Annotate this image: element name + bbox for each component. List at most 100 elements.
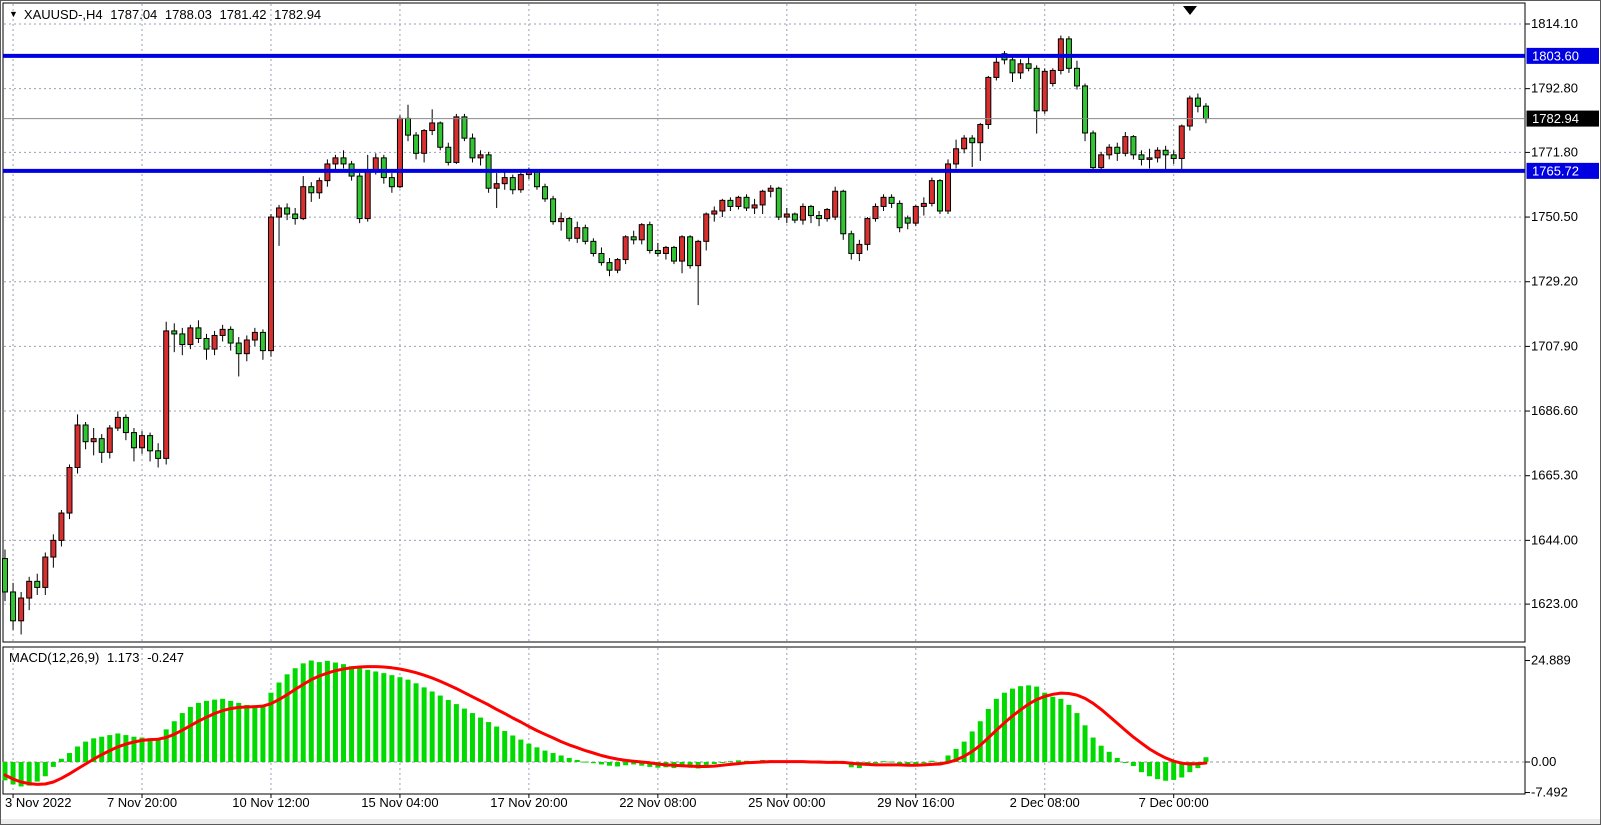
- macd-histogram-bar: [292, 668, 298, 762]
- candle-body: [630, 236, 637, 241]
- candle-body: [961, 137, 968, 150]
- candle-body: [251, 331, 258, 341]
- candle-body: [66, 467, 73, 514]
- candle-body: [300, 186, 307, 220]
- macd-histogram-bar: [324, 660, 330, 762]
- candle-body: [840, 190, 847, 235]
- candle-body: [928, 180, 935, 204]
- macd-histogram-bar: [300, 663, 306, 762]
- candle-body: [509, 177, 516, 191]
- candle-body: [219, 328, 226, 336]
- macd-histogram-bar: [91, 738, 97, 762]
- time-axis-label[interactable]: 15 Nov 04:00: [361, 795, 438, 810]
- macd-histogram-bar: [703, 762, 709, 766]
- candle-body: [1033, 67, 1040, 112]
- candle-body: [235, 342, 242, 355]
- macd-signal-value: -0.247: [147, 650, 184, 665]
- macd-histogram-bar: [1034, 686, 1040, 762]
- candle-body: [598, 252, 605, 264]
- macd-histogram-bar: [332, 662, 338, 762]
- candle-body: [977, 123, 984, 144]
- macd-histogram-bar: [735, 760, 741, 762]
- candle-body: [945, 163, 952, 212]
- time-axis-label[interactable]: 2 Dec 08:00: [1010, 795, 1080, 810]
- candle-body: [211, 334, 218, 350]
- macd-histogram-bar: [1147, 762, 1153, 777]
- macd-histogram-bar: [365, 669, 371, 762]
- macd-histogram-bar: [212, 699, 218, 762]
- time-axis-label[interactable]: 7 Dec 00:00: [1139, 795, 1209, 810]
- candle-body: [679, 236, 686, 262]
- price-axis-label: 1623.00: [1531, 596, 1578, 611]
- macd-histogram-bar: [405, 679, 411, 762]
- candle-body: [542, 186, 549, 200]
- macd-histogram-bar: [550, 753, 556, 762]
- macd-histogram-bar: [397, 677, 403, 762]
- current-price-tag-label: 1782.94: [1532, 111, 1579, 126]
- chart-title-ohlc: ▼ XAUUSD-,H4 1787.04 1788.03 1781.42 1782…: [9, 7, 325, 22]
- macd-histogram-bar: [236, 702, 242, 762]
- candle-body: [42, 556, 49, 588]
- macd-histogram-bar: [1203, 757, 1209, 762]
- macd-histogram-bar: [582, 761, 588, 763]
- macd-histogram-bar: [639, 762, 645, 766]
- candle-body: [1073, 67, 1080, 87]
- time-axis-label[interactable]: 25 Nov 00:00: [748, 795, 825, 810]
- candle-body: [34, 580, 41, 588]
- candle-body: [566, 218, 573, 239]
- macd-histogram-bar: [1122, 762, 1128, 763]
- time-axis-label[interactable]: 22 Nov 08:00: [619, 795, 696, 810]
- candle-body: [1065, 38, 1072, 69]
- candle-body: [259, 331, 266, 352]
- time-axis-label[interactable]: 7 Nov 20:00: [107, 795, 177, 810]
- macd-histogram-bar: [131, 736, 137, 762]
- candle-body: [590, 240, 597, 254]
- macd-histogram-bar: [453, 704, 459, 762]
- main-plot-area[interactable]: [2, 2, 1526, 643]
- candle-body: [332, 157, 339, 165]
- macd-histogram-bar: [421, 687, 427, 762]
- macd-histogram-bar: [163, 729, 169, 762]
- time-axis-label[interactable]: 3 Nov 2022: [5, 795, 72, 810]
- macd-histogram-bar: [478, 717, 484, 762]
- macd-histogram-bar: [171, 721, 177, 762]
- macd-histogram-bar: [494, 726, 500, 762]
- macd-histogram-bar: [18, 762, 24, 787]
- candle-body: [1098, 154, 1105, 169]
- candle-body: [558, 218, 565, 223]
- macd-histogram-bar: [42, 762, 48, 777]
- macd-histogram-bar: [945, 755, 951, 762]
- macd-histogram-bar: [437, 695, 443, 762]
- macd-signal-line: [3, 665, 1208, 786]
- candle-body: [533, 171, 540, 188]
- candle-body: [26, 580, 33, 599]
- candle-body: [139, 435, 146, 449]
- time-axis-label[interactable]: 17 Nov 20:00: [490, 795, 567, 810]
- candle-body: [904, 217, 911, 224]
- candle-body: [896, 202, 903, 229]
- macd-histogram-bar: [123, 735, 129, 762]
- candle-body: [816, 215, 823, 220]
- candle-body: [912, 205, 919, 224]
- candle-body: [380, 157, 387, 179]
- price-axis-label: 1729.20: [1531, 274, 1578, 289]
- candle-body: [743, 196, 750, 209]
- macd-histogram-bar: [83, 741, 89, 762]
- price-axis-label: 1665.30: [1531, 468, 1578, 483]
- candle-body: [550, 198, 557, 223]
- macd-histogram-bar: [469, 713, 475, 762]
- candle-body: [179, 333, 186, 346]
- candle-body: [759, 190, 766, 206]
- chart-shift-marker-icon[interactable]: [1183, 6, 1197, 15]
- candle-body: [1009, 59, 1016, 74]
- candle-body: [74, 424, 81, 469]
- macd-histogram-bar: [977, 721, 983, 762]
- candle-body: [953, 148, 960, 165]
- candle-body: [2, 558, 8, 593]
- time-axis-label[interactable]: 29 Nov 16:00: [877, 795, 954, 810]
- time-axis-label[interactable]: 10 Nov 12:00: [232, 795, 309, 810]
- candle-body: [429, 122, 436, 132]
- macd-histogram-bar: [1018, 686, 1024, 762]
